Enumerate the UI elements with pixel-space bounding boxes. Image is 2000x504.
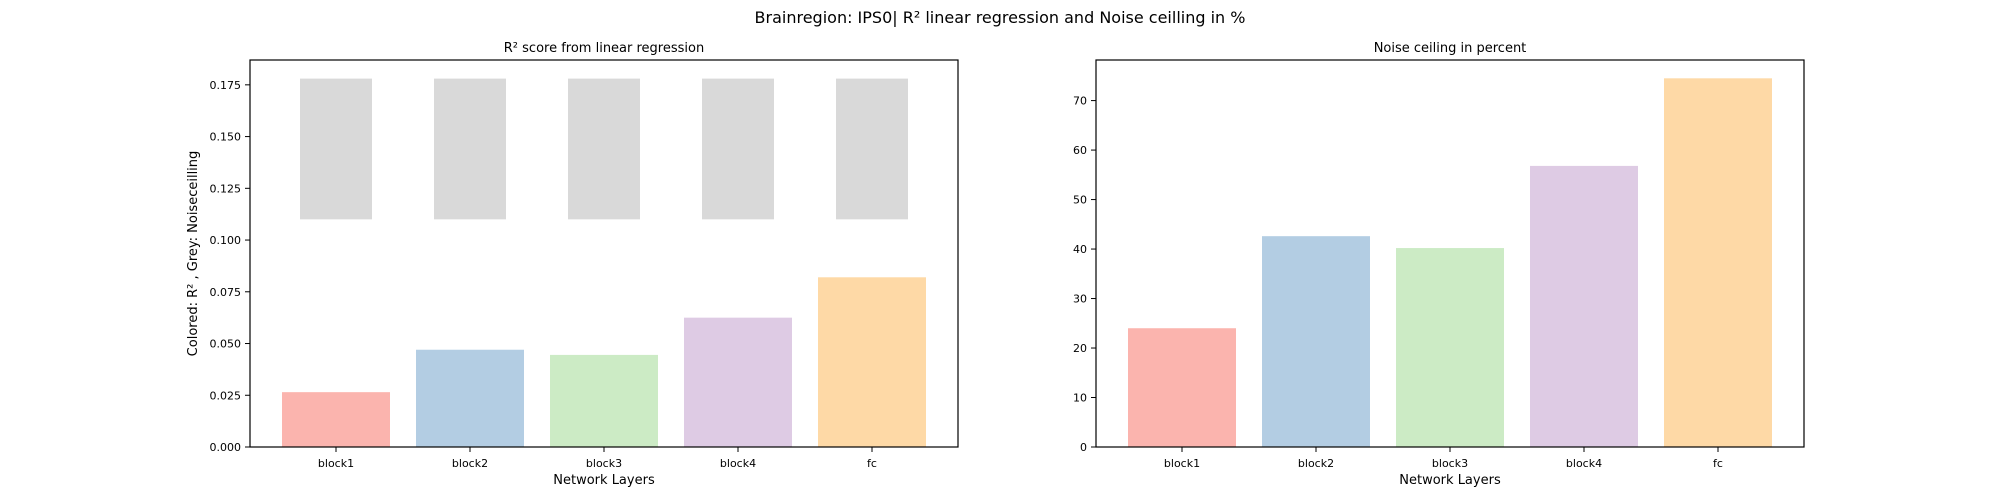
chart-1-bar-block4: [684, 317, 792, 447]
chart-1-ytick-label: 0.100: [210, 234, 242, 247]
chart-2-bar-block4: [1530, 165, 1638, 447]
chart-1-ytick-label: 0.025: [210, 389, 242, 402]
chart-1-ytick-label: 0.075: [210, 286, 242, 299]
chart-1-noise-ceiling-bar-block3: [568, 78, 640, 220]
chart-2-ytick-label: 40: [1073, 243, 1087, 256]
chart-1-ytick-label: 0.050: [210, 338, 242, 351]
chart-1-ytick-label: 0.175: [210, 79, 242, 92]
chart-2-xtick-label: block1: [1164, 457, 1200, 470]
chart-1-ytick-label: 0.000: [210, 441, 242, 454]
figure-title: Brainregion: IPS0| R² linear regression …: [755, 8, 1246, 27]
chart-2-bar-block1: [1128, 328, 1236, 447]
chart-1-bar-block1: [282, 392, 390, 447]
chart-2-ytick-label: 50: [1073, 194, 1087, 207]
chart-1-xtick-label: block2: [452, 457, 488, 470]
chart-1-noise-ceiling-bar-block2: [434, 78, 506, 220]
chart-1-xtick-label: block1: [318, 457, 354, 470]
chart-1-ylabel: Colored: R² , Grey: Noiseceilling: [186, 151, 201, 357]
chart-2-title: Noise ceiling in percent: [1374, 41, 1527, 56]
chart-1-bar-block2: [416, 349, 524, 447]
chart-1-noise-ceiling-bar-block4: [702, 78, 774, 220]
chart-1-bar-block3: [550, 354, 658, 447]
chart-2-xlabel: Network Layers: [1399, 473, 1501, 488]
chart-1-xtick-label: block3: [586, 457, 622, 470]
chart-2-ytick-label: 60: [1073, 144, 1087, 157]
chart-2-ytick-label: 10: [1073, 392, 1087, 405]
chart-2-bar-block3: [1396, 248, 1504, 447]
chart-1-ytick-label: 0.125: [210, 182, 242, 195]
chart-2-ytick-label: 20: [1073, 342, 1087, 355]
chart-1-bar-fc: [818, 277, 926, 447]
chart-1-noise-ceiling-bar-block1: [300, 78, 372, 220]
chart-1-title: R² score from linear regression: [504, 41, 704, 56]
chart-2-ytick-label: 0: [1080, 441, 1087, 454]
chart-2-bar-block2: [1262, 236, 1370, 447]
chart-1-xtick-label: fc: [867, 457, 877, 470]
chart-2-xtick-label: fc: [1713, 457, 1723, 470]
chart-2-xtick-label: block3: [1432, 457, 1468, 470]
chart-2-xtick-label: block2: [1298, 457, 1334, 470]
chart-2-xtick-label: block4: [1566, 457, 1602, 470]
chart-1-ytick-label: 0.150: [210, 131, 242, 144]
chart-1-xlabel: Network Layers: [553, 473, 655, 488]
chart-2-bar-fc: [1664, 78, 1772, 448]
chart-1-xtick-label: block4: [720, 457, 756, 470]
chart-2-ytick-label: 70: [1073, 95, 1087, 108]
chart-2-ytick-label: 30: [1073, 293, 1087, 306]
chart-1-noise-ceiling-bar-fc: [836, 78, 908, 220]
